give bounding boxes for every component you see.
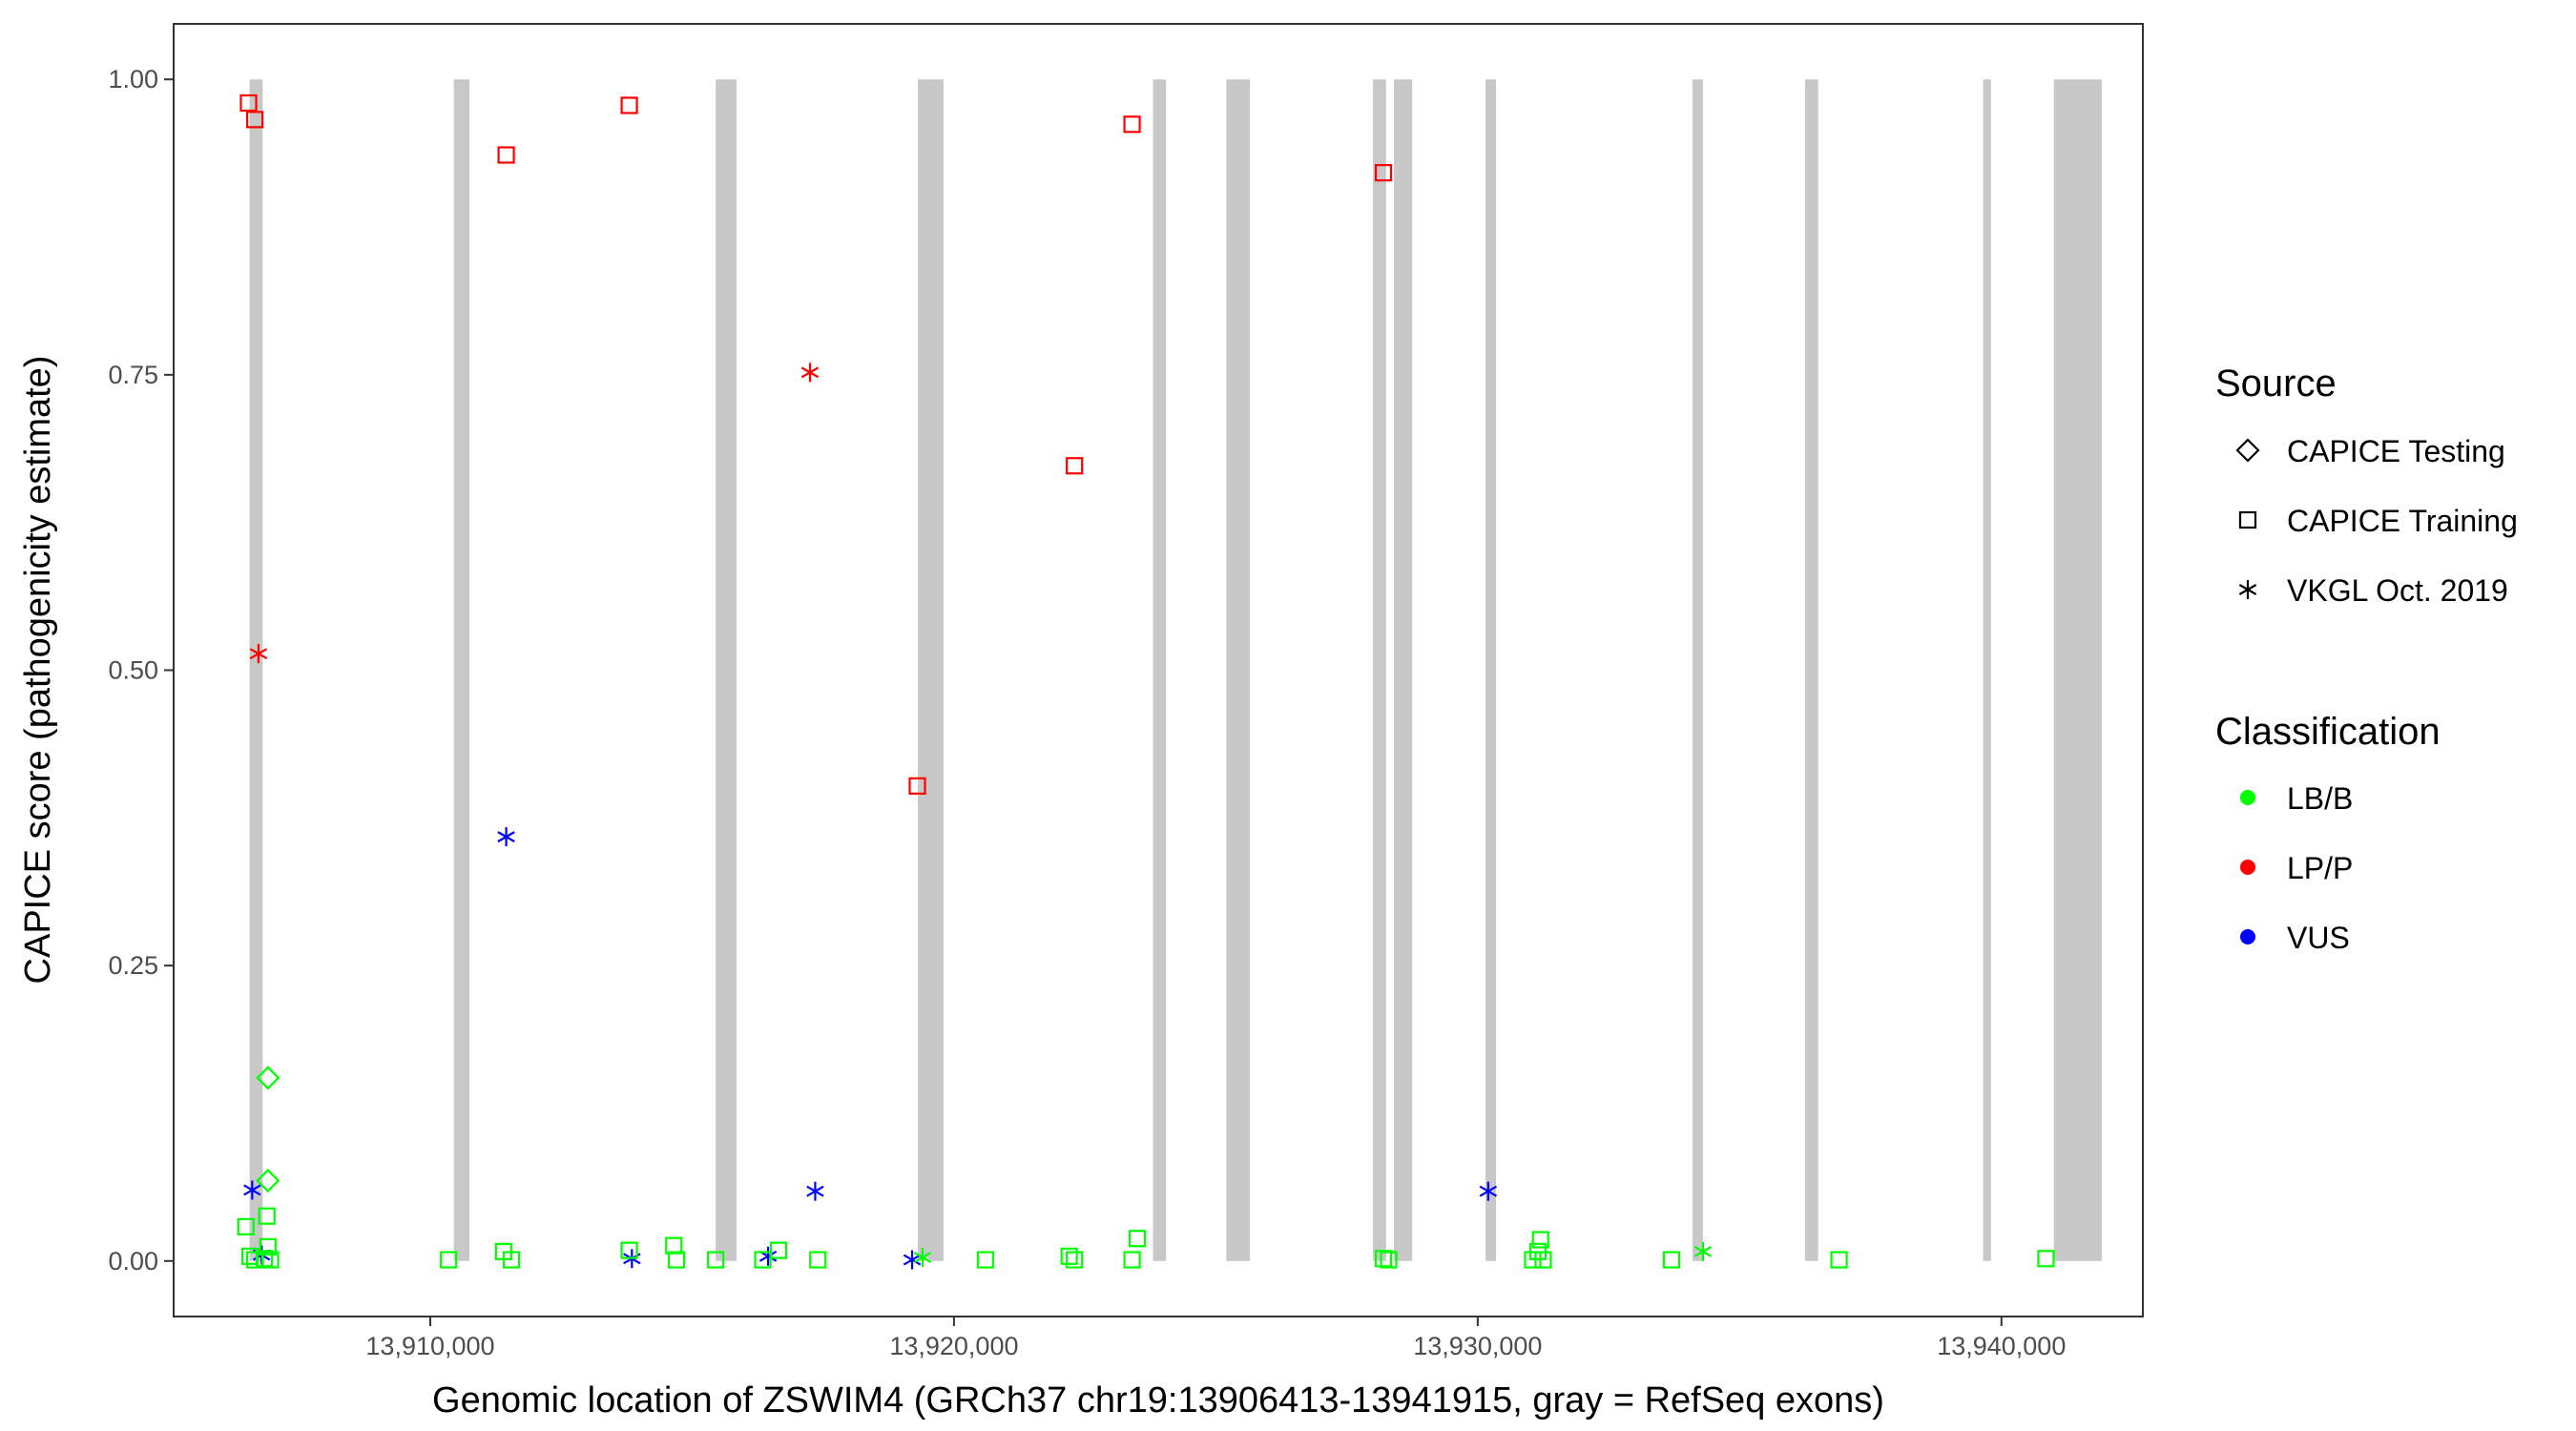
data-point-square — [620, 96, 638, 114]
data-point-square — [809, 1251, 827, 1269]
axis-ticks: 0.00 0.25 0.50 0.75 1.00 13,910,000 13,920,000… — [108, 65, 2066, 1360]
x-axis-title: Genomic location of ZSWIM4 (GRCh37 chr19… — [432, 1380, 1884, 1421]
data-point-square — [620, 1241, 638, 1259]
data-point-square — [1374, 1250, 1393, 1268]
data-point-square — [1662, 1251, 1681, 1269]
exon-band-5 — [1153, 79, 1167, 1261]
data-point-square — [1066, 457, 1084, 475]
data-point-square — [1060, 1247, 1078, 1265]
legend-shape-keys — [2235, 438, 2260, 599]
data-point-asterisk — [1693, 1241, 1713, 1261]
exon-band-12 — [1983, 79, 1991, 1261]
data-point-square — [1123, 115, 1141, 134]
data-point-square — [769, 1241, 788, 1259]
exon-band-7 — [1373, 79, 1386, 1261]
legend: Source CAPICE Testing CAPICE Training VK… — [2215, 363, 2518, 955]
data-point-square — [259, 1237, 277, 1256]
x-tick-label: 13,910,000 — [365, 1332, 494, 1360]
x-tick-label: 13,940,000 — [1937, 1332, 2066, 1360]
data-point-square — [502, 1251, 521, 1269]
data-point-square — [440, 1251, 458, 1269]
data-point-square — [261, 1251, 280, 1269]
data-point-square — [258, 1207, 276, 1225]
exon-band-1 — [249, 79, 263, 1261]
data-point-square — [2037, 1250, 2055, 1268]
data-point-asterisk — [903, 1250, 922, 1270]
legend-label-vkgl: VKGL Oct. 2019 — [2287, 573, 2508, 608]
exon-band-9 — [1485, 79, 1497, 1261]
data-point-square — [255, 1250, 274, 1268]
exon-band-2 — [453, 79, 470, 1261]
exon-band-10 — [1692, 79, 1703, 1261]
data-point-diamond — [256, 1169, 280, 1193]
legend-color-keys — [2240, 790, 2255, 944]
exon-band-13 — [2053, 79, 2102, 1261]
data-point-square — [497, 146, 515, 164]
legend-source-title: Source — [2215, 363, 2337, 404]
data-point-square — [1531, 1231, 1549, 1249]
y-tick-label: 1.00 — [108, 65, 158, 93]
legend-key-color-1 — [2240, 790, 2255, 805]
data-point-square — [1066, 1251, 1084, 1269]
y-tick-label: 0.25 — [108, 951, 158, 980]
data-points — [237, 93, 2055, 1270]
data-point-square — [241, 1247, 260, 1265]
legend-label-lbb: LB/B — [2287, 781, 2353, 816]
data-point-diamond — [256, 1066, 280, 1090]
legend-key-asterisk — [2238, 580, 2257, 599]
data-point-asterisk — [249, 644, 268, 664]
data-point-square — [1374, 163, 1393, 182]
data-point-square — [754, 1251, 772, 1269]
legend-label-capice-training: CAPICE Training — [2287, 504, 2518, 538]
data-point-square — [1830, 1251, 1848, 1269]
data-point-square — [1524, 1251, 1542, 1269]
y-axis-title: CAPICE score (pathogenicity estimate) — [18, 356, 58, 985]
exon-band-4 — [918, 79, 944, 1261]
legend-key-square — [2238, 510, 2257, 529]
data-point-square — [908, 777, 926, 795]
exon-band-8 — [1394, 79, 1413, 1261]
data-point-square — [707, 1251, 725, 1269]
legend-label-capice-testing: CAPICE Testing — [2287, 434, 2505, 468]
data-point-asterisk — [243, 1180, 261, 1200]
data-point-square — [1534, 1251, 1552, 1269]
exon-band-6 — [1226, 79, 1251, 1261]
legend-key-color-3 — [2240, 929, 2255, 944]
data-point-asterisk — [1479, 1181, 1498, 1201]
exon-band-3 — [716, 79, 737, 1261]
y-tick-label: 0.50 — [108, 656, 158, 685]
exon-band-11 — [1804, 79, 1818, 1261]
data-point-square — [1128, 1230, 1147, 1248]
data-point-square — [245, 111, 264, 129]
data-point-asterisk — [800, 363, 820, 383]
data-point-asterisk — [497, 827, 515, 847]
legend-key-diamond — [2235, 438, 2260, 463]
data-point-square — [239, 93, 258, 113]
legend-label-lpp: LP/P — [2287, 851, 2353, 885]
data-point-square — [1380, 1251, 1398, 1269]
data-point-square — [1123, 1251, 1141, 1269]
x-tick-label: 13,930,000 — [1413, 1332, 1542, 1360]
data-point-square — [976, 1251, 994, 1269]
y-tick-label: 0.00 — [108, 1247, 158, 1275]
data-point-asterisk — [806, 1181, 824, 1201]
legend-classification-title: Classification — [2215, 711, 2441, 753]
exon-bands — [249, 79, 2102, 1261]
data-point-asterisk — [913, 1248, 932, 1268]
data-point-square — [667, 1251, 686, 1269]
data-point-square — [237, 1217, 255, 1235]
data-point-square — [665, 1236, 683, 1255]
x-tick-label: 13,920,000 — [889, 1332, 1018, 1360]
legend-label-vus: VUS — [2287, 921, 2350, 955]
y-tick-label: 0.75 — [108, 361, 158, 389]
legend-key-color-2 — [2240, 860, 2255, 875]
plot-panel-border — [173, 23, 2144, 1317]
